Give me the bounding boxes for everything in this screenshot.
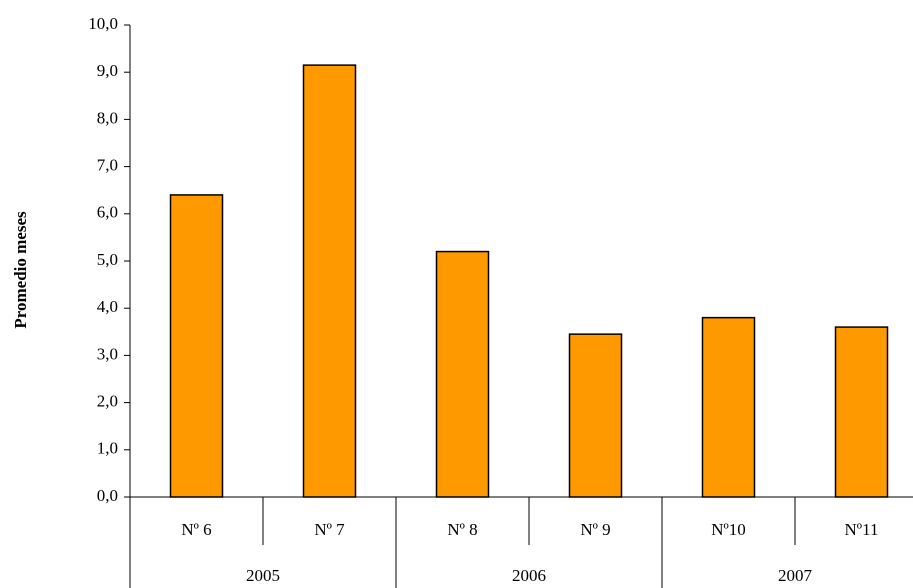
category-label: Nº 8 (447, 520, 477, 539)
y-tick-label: 1,0 (97, 439, 118, 458)
x-axis: Nº 6 Nº 7 Nº 8 Nº 9 Nº10 Nº11 2005 2006 2007 (129, 496, 913, 588)
y-axis-title: Promedio meses (11, 211, 30, 329)
y-tick-label: 8,0 (97, 108, 118, 127)
y-tick-label: 7,0 (97, 156, 118, 175)
y-tick-label: 5,0 (97, 250, 118, 269)
y-tick-label: 0,0 (97, 486, 118, 505)
bar (701, 316, 756, 498)
bar (302, 64, 357, 498)
y-tick-label: 4,0 (97, 297, 118, 316)
bar (568, 333, 623, 498)
category-label: Nº11 (845, 520, 879, 539)
bar (435, 250, 490, 498)
category-label: Nº10 (711, 520, 746, 539)
y-axis: 0,0 1,0 2,0 3,0 4,0 5,0 6,0 7,0 8,0 9,0 10,0 (88, 14, 131, 505)
bars (169, 64, 889, 498)
category-label: Nº 6 (181, 520, 211, 539)
group-label: 2007 (778, 566, 813, 585)
y-tick-label: 9,0 (97, 61, 118, 80)
bar (169, 194, 224, 498)
y-tick-label: 10,0 (88, 14, 118, 33)
bar (834, 326, 889, 498)
group-label: 2005 (246, 566, 280, 585)
y-tick-label: 3,0 (97, 344, 118, 363)
category-label: Nº 7 (314, 520, 345, 539)
category-label: Nº 9 (580, 520, 610, 539)
y-tick-label: 6,0 (97, 203, 118, 222)
y-tick-label: 2,0 (97, 392, 118, 411)
group-label: 2006 (512, 566, 546, 585)
